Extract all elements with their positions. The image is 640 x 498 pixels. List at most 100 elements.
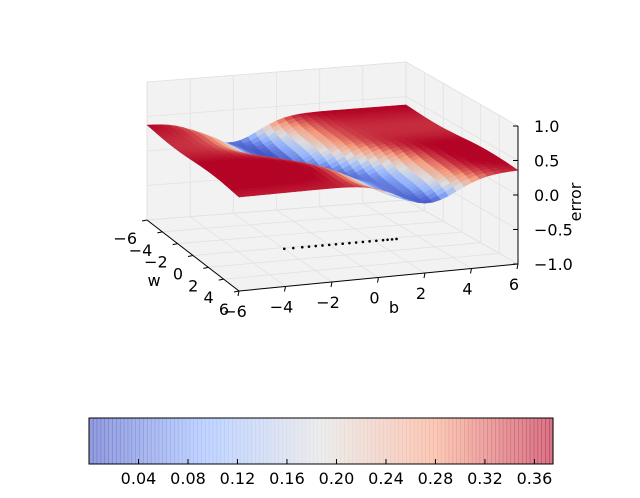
path-point [321, 244, 324, 247]
colorbar-swatch [235, 418, 241, 464]
y-tick-label: −2 [316, 293, 340, 312]
path-point [291, 246, 295, 250]
colorbar-swatch [92, 418, 98, 464]
z-axis-label: error [566, 182, 585, 221]
colorbar-swatch [495, 418, 500, 464]
y-axis-label: b [389, 298, 399, 317]
x-tick-label: 2 [188, 276, 198, 295]
path-point [361, 240, 365, 244]
colorbar-tick-label: 0.28 [418, 469, 454, 488]
grid-line [233, 213, 333, 283]
colorbar-swatch [433, 418, 438, 464]
colorbar-tick-label: 0.20 [319, 469, 355, 488]
path-point [334, 242, 338, 246]
colorbar-swatch [177, 418, 183, 464]
colorbar-swatch [208, 418, 214, 464]
colorbar-swatch [89, 418, 94, 464]
x-axis-label: w [147, 271, 160, 290]
x-tick-label: 4 [203, 288, 213, 307]
path-point [390, 238, 394, 241]
colorbar-tick-label: 0.12 [220, 469, 256, 488]
colorbar-swatch [266, 418, 272, 464]
colorbar-swatch [278, 418, 283, 464]
colorbar-swatch [522, 418, 527, 464]
colorbar-swatch [313, 418, 318, 464]
colorbar-swatch [212, 418, 218, 464]
x-tick [233, 290, 240, 293]
path-point [307, 245, 311, 248]
colorbar-swatch [390, 418, 396, 464]
path-point [375, 239, 378, 243]
colorbar-swatch [502, 418, 508, 464]
y-tick [470, 268, 472, 274]
y-tick [423, 272, 426, 279]
colorbar-swatch [429, 418, 434, 464]
colorbar-swatch [170, 418, 175, 464]
colorbar-swatch [181, 418, 187, 464]
colorbar-swatch [232, 418, 237, 464]
colorbar-swatch [406, 418, 411, 464]
colorbar-swatch [328, 418, 334, 464]
colorbar-swatch [409, 418, 415, 464]
colorbar-swatch [247, 418, 252, 464]
z-tick-label: 0.5 [534, 152, 559, 171]
x-tick-label: −2 [144, 253, 168, 272]
path-point [395, 237, 398, 241]
colorbar-swatch [487, 418, 492, 464]
colorbar-swatch [518, 418, 523, 464]
colorbar-swatch [355, 418, 361, 464]
colorbar-swatch [529, 418, 535, 464]
surface-cell [235, 193, 248, 198]
colorbar-swatch [506, 418, 512, 464]
grid-line [146, 96, 407, 117]
path-point [368, 240, 371, 243]
y-tick-label: −4 [270, 298, 294, 317]
y-tick-label: 2 [416, 284, 426, 303]
colorbar-swatch [533, 418, 539, 464]
colorbar-swatch [255, 418, 260, 464]
colorbar-swatch [440, 418, 446, 464]
colorbar-swatch [549, 418, 554, 464]
grid-line [146, 61, 407, 83]
x-tick [218, 278, 224, 281]
grid-line [189, 216, 286, 287]
path-point [348, 241, 351, 245]
colorbar-swatch [382, 418, 388, 464]
colorbar-tick-label: 0.36 [517, 469, 553, 488]
colorbar-swatch [201, 418, 206, 464]
colorbar-swatch [537, 418, 542, 464]
colorbar-swatch [282, 418, 287, 464]
colorbar-swatch [119, 418, 125, 464]
colorbar-swatch [263, 418, 268, 464]
colorbar-swatch [205, 418, 210, 464]
path-point [386, 238, 389, 242]
colorbar-swatch [162, 418, 167, 464]
path-point [354, 241, 358, 244]
colorbar-swatch [483, 418, 488, 464]
colorbar-swatch [297, 418, 303, 464]
colorbar: 0.04 0.08 0.12 0.16 0.20 0.24 0.28 0.32 0.36 [88, 417, 554, 488]
colorbar-swatch [375, 418, 380, 464]
x-tick [203, 266, 209, 269]
colorbar-swatch [224, 418, 229, 464]
colorbar-swatch [139, 418, 144, 464]
colorbar-swatch [112, 418, 117, 464]
colorbar-tick-label: 0.24 [368, 469, 404, 488]
colorbar-swatch [545, 418, 550, 464]
colorbar-swatch [348, 418, 353, 464]
grid-line [319, 206, 426, 274]
colorbar-swatch [123, 418, 129, 464]
colorbar-swatch [491, 418, 496, 464]
colorbar-swatch [135, 418, 140, 464]
colorbar-swatch [154, 418, 160, 464]
colorbar-swatch [467, 418, 473, 464]
colorbar-swatch [340, 418, 345, 464]
colorbar-swatch [444, 418, 450, 464]
colorbar-swatch [332, 418, 338, 464]
colorbar-swatch [309, 418, 314, 464]
y-tick-label: 4 [462, 280, 472, 299]
colorbar-swatch [367, 418, 372, 464]
colorbar-swatch [351, 418, 357, 464]
